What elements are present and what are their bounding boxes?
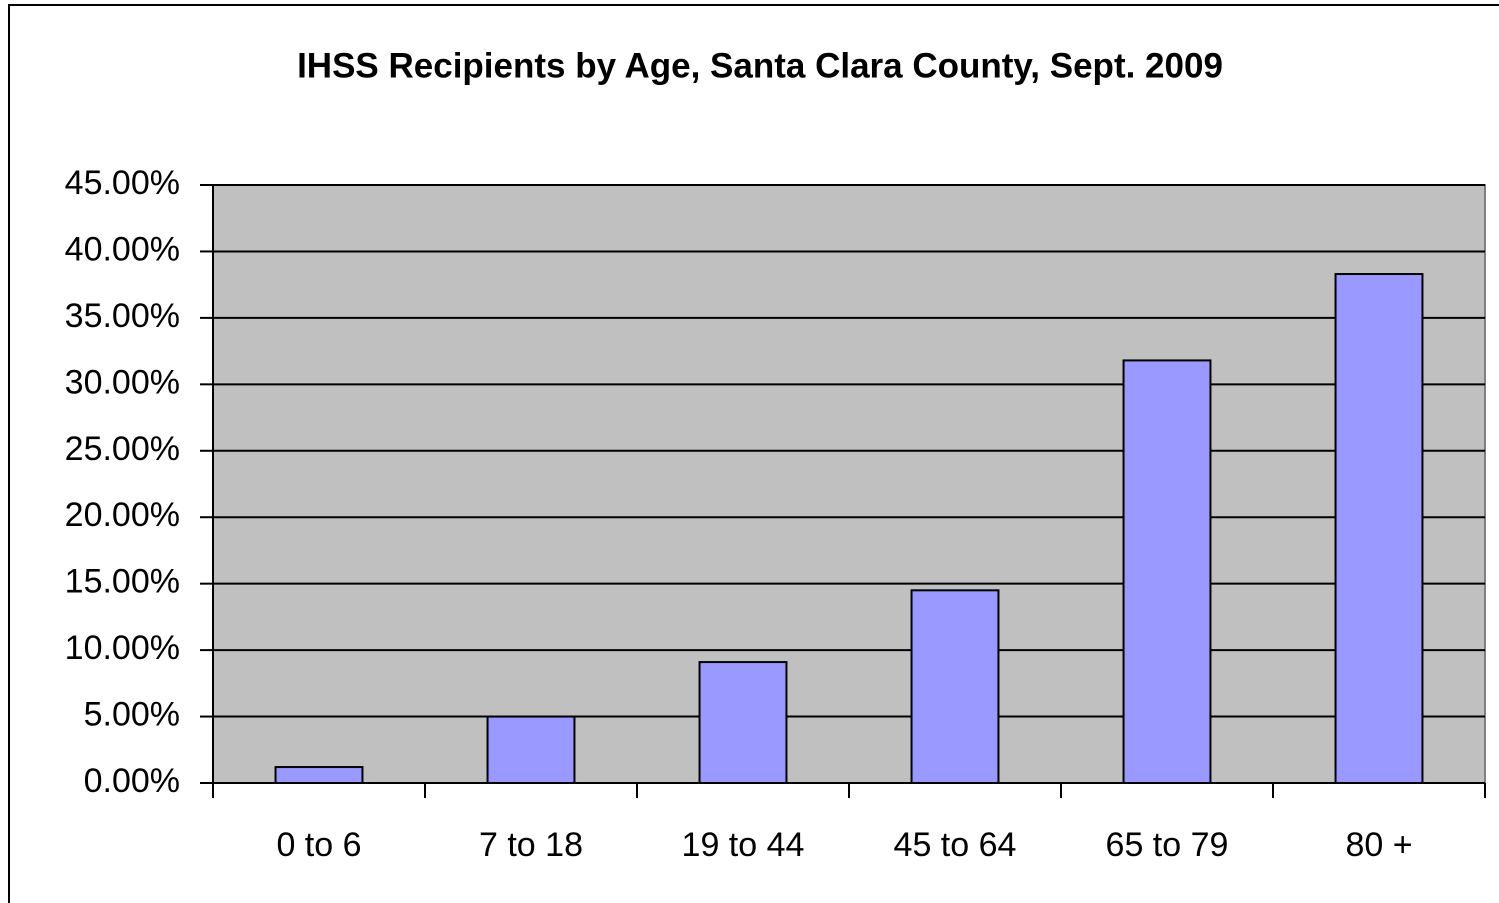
x-tick-label: 65 to 79 <box>1106 826 1229 864</box>
bar <box>1334 273 1424 784</box>
x-tick-label: 45 to 64 <box>894 826 1017 864</box>
x-tick-label: 19 to 44 <box>682 826 805 864</box>
y-tick-label: 5.00% <box>84 696 180 734</box>
x-tick-label: 80 + <box>1345 826 1412 864</box>
x-tick-label: 0 to 6 <box>276 826 361 864</box>
y-tick-label: 0.00% <box>84 762 180 800</box>
y-tick-label: 15.00% <box>65 563 180 601</box>
y-tick-label: 20.00% <box>65 496 180 534</box>
bar <box>698 661 788 784</box>
y-tick-label: 45.00% <box>65 164 180 202</box>
bar <box>1122 359 1212 784</box>
chart-title: IHSS Recipients by Age, Santa Clara Coun… <box>297 46 1223 85</box>
bar <box>910 589 1000 784</box>
y-tick-label: 35.00% <box>65 297 180 335</box>
plot-area <box>212 184 1486 784</box>
x-tick-label: 7 to 18 <box>479 826 583 864</box>
bar <box>274 766 364 785</box>
y-tick-label: 10.00% <box>65 629 180 667</box>
y-tick-label: 30.00% <box>65 363 180 401</box>
y-tick-label: 40.00% <box>65 230 180 268</box>
y-tick-label: 25.00% <box>65 430 180 468</box>
bar <box>486 715 576 784</box>
